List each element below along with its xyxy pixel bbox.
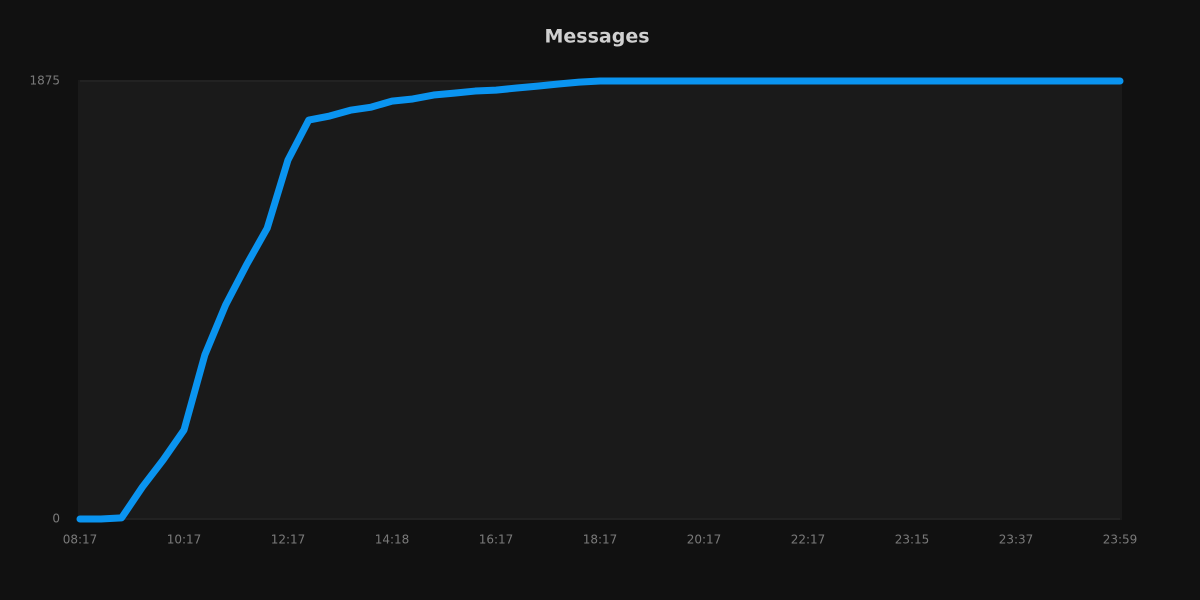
x-tick-label: 23:15	[895, 533, 930, 547]
x-tick-label: 23:59	[1103, 533, 1138, 547]
chart-title: Messages	[544, 26, 649, 48]
x-tick-label: 14:18	[375, 533, 410, 547]
y-tick-label: 1875	[29, 74, 60, 88]
x-tick-label: 20:17	[687, 533, 722, 547]
plot-area	[78, 80, 1122, 520]
x-tick-label: 10:17	[167, 533, 202, 547]
data-line	[76, 77, 1124, 523]
x-tick-label: 12:17	[271, 533, 306, 547]
x-tick-label: 08:17	[63, 533, 98, 547]
y-tick-label: 0	[52, 512, 60, 526]
x-tick-label: 23:37	[999, 533, 1034, 547]
x-tick-label: 22:17	[791, 533, 826, 547]
x-tick-label: 16:17	[479, 533, 514, 547]
x-tick-label: 18:17	[583, 533, 618, 547]
